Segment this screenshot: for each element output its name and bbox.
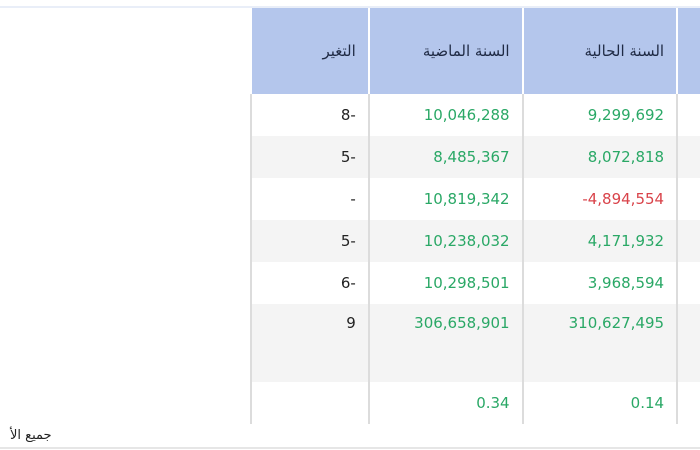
change-value: -8 [250,94,368,136]
current-year-value: 9,299,692 [521,94,676,136]
row-label [676,136,700,178]
table-row: ي 4,894,554- 10,819,342 - [250,178,700,220]
current-year-value: 3,968,594 [521,262,676,304]
current-year-value: 8,072,818 [521,136,677,178]
header-change: التغير [250,8,368,94]
previous-year-value: 8,485,367 [367,136,522,178]
row-label [676,382,700,424]
table-header-row: السنة الحالية السنة الماضية التغير [250,8,700,94]
change-value [250,382,368,424]
row-label: عد استبعاد الحصص غير [676,304,700,382]
row-label: عائد لمساهمي المصدر [676,220,700,262]
change-value: 9 [250,304,368,382]
header-current-year: السنة الحالية [521,8,677,94]
previous-year-value: 10,298,501 [367,262,522,304]
change-value: -6 [250,262,368,304]
previous-year-value: 10,238,032 [367,220,522,262]
change-value: - [250,178,368,220]
previous-year-value: 306,658,901 [367,304,522,382]
current-year-value: 4,171,932 [521,220,677,262]
previous-year-value: 10,819,342 [367,178,522,220]
top-divider [0,6,700,8]
header-item [676,8,700,94]
row-label [676,94,700,136]
current-year-value: 310,627,495 [521,304,677,382]
change-value: -5 [250,220,368,262]
previous-year-value: 0.34 [367,382,522,424]
table-row: عد استبعاد الحصص غير 310,627,495 306,658… [250,304,700,382]
table-row: 0.14 0.34 [250,382,700,424]
financial-results-table: السنة الحالية السنة الماضية التغير 9,299… [250,8,700,424]
current-year-value: 4,894,554- [521,178,676,220]
row-label: عائد لمساهمي المصدر [676,262,700,304]
current-year-value: 0.14 [521,382,676,424]
table-row: عائد لمساهمي المصدر 4,171,932 10,238,032… [250,220,700,262]
header-previous-year: السنة الماضية [367,8,522,94]
row-label: ي [676,178,700,220]
footer-note: جميع الأ [10,428,52,443]
previous-year-value: 10,046,288 [367,94,522,136]
table-row: عائد لمساهمي المصدر 3,968,594 10,298,501… [250,262,700,304]
bottom-divider [0,447,700,449]
table-row: 8,072,818 8,485,367 -5 [250,136,700,178]
change-value: -5 [250,136,368,178]
table-row: 9,299,692 10,046,288 -8 [250,94,700,136]
